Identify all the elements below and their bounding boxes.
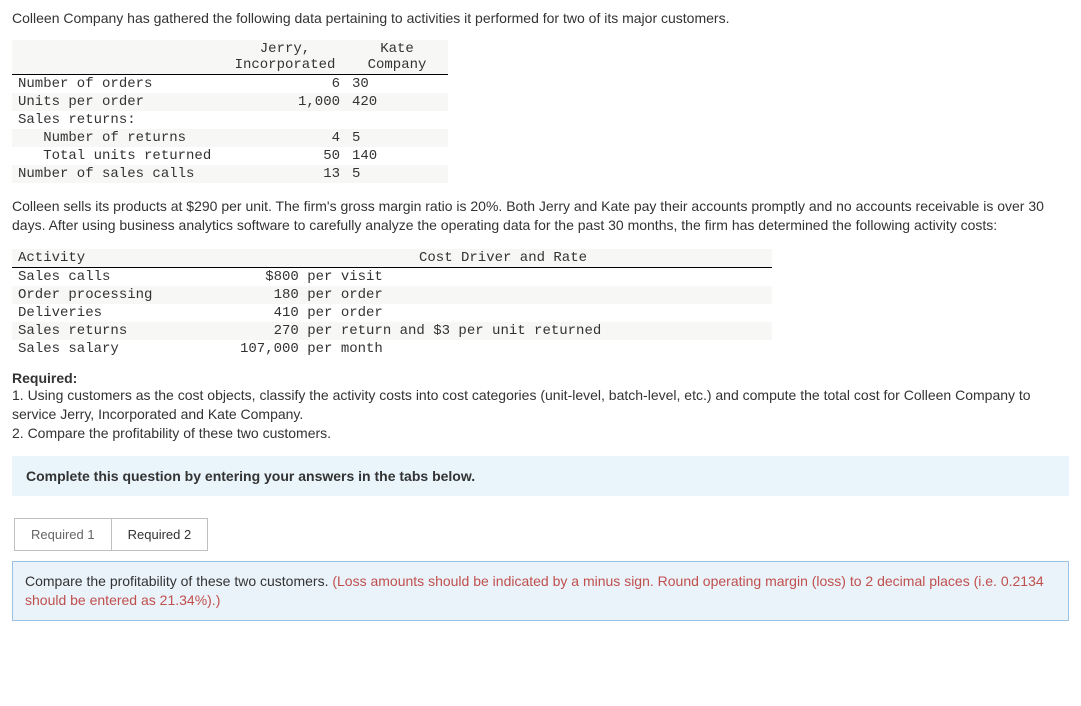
- cell: 5: [346, 165, 448, 183]
- rate-cell: 270 per return and $3 per unit returned: [234, 322, 772, 340]
- activity-label: Deliveries: [12, 304, 234, 322]
- cell: 4: [224, 129, 346, 147]
- activity-label: Sales returns: [12, 322, 234, 340]
- row-label: Number of returns: [12, 129, 224, 147]
- rate-cell: $800 per visit: [234, 267, 772, 286]
- required-heading: Required:: [12, 370, 1069, 386]
- cell: [346, 111, 448, 129]
- customer-data-table: Jerry, Incorporated Kate Company Number …: [12, 40, 448, 183]
- row-label: Total units returned: [12, 147, 224, 165]
- activity-header: Activity: [12, 249, 234, 268]
- cell: 5: [346, 129, 448, 147]
- cell: 420: [346, 93, 448, 111]
- req-1: 1. Using customers as the cost objects, …: [12, 387, 1031, 422]
- instruction-black: Compare the profitability of these two c…: [25, 573, 332, 589]
- instruction-box: Compare the profitability of these two c…: [12, 561, 1069, 621]
- completion-banner: Complete this question by entering your …: [12, 456, 1069, 496]
- activity-label: Order processing: [12, 286, 234, 304]
- cell: 13: [224, 165, 346, 183]
- row-label: Units per order: [12, 93, 224, 111]
- col-header-kate: Kate Company: [346, 40, 448, 75]
- activity-label: Sales calls: [12, 267, 234, 286]
- row-label: Number of sales calls: [12, 165, 224, 183]
- tab-required-1[interactable]: Required 1: [14, 518, 112, 551]
- cell: 6: [224, 75, 346, 94]
- rate-cell: 410 per order: [234, 304, 772, 322]
- cell: 1,000: [224, 93, 346, 111]
- activity-cost-table: Activity Cost Driver and Rate Sales call…: [12, 249, 772, 358]
- paragraph-1: Colleen sells its products at $290 per u…: [12, 197, 1069, 235]
- intro-text: Colleen Company has gathered the followi…: [12, 10, 1069, 26]
- row-label: Number of orders: [12, 75, 224, 94]
- col-header-jerry: Jerry, Incorporated: [224, 40, 346, 75]
- rate-cell: 180 per order: [234, 286, 772, 304]
- tabs-container: Required 1 Required 2: [14, 518, 1069, 551]
- blank-header: [12, 40, 224, 75]
- tab-required-2[interactable]: Required 2: [111, 518, 209, 551]
- rate-cell: 107,000 per month: [234, 340, 772, 358]
- activity-label: Sales salary: [12, 340, 234, 358]
- row-label: Sales returns:: [12, 111, 224, 129]
- cell: [224, 111, 346, 129]
- cell: 30: [346, 75, 448, 94]
- required-list: 1. Using customers as the cost objects, …: [12, 386, 1069, 443]
- rate-header: Cost Driver and Rate: [234, 249, 772, 268]
- cell: 140: [346, 147, 448, 165]
- cell: 50: [224, 147, 346, 165]
- req-2: 2. Compare the profitability of these tw…: [12, 425, 331, 441]
